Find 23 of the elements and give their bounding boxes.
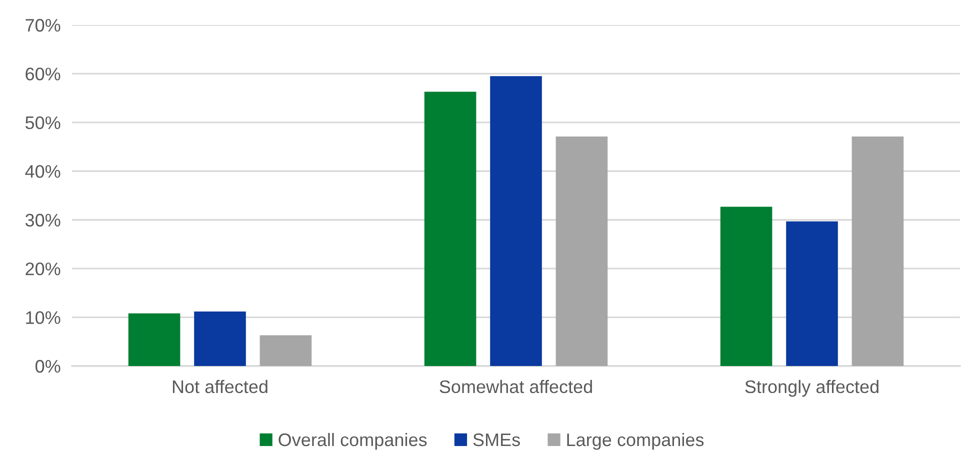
x-tick-label: Somewhat affected — [440, 380, 592, 394]
bar — [556, 136, 608, 366]
legend-label: Overall companies — [278, 432, 427, 450]
y-tick-label: 60% — [26, 68, 60, 80]
x-tick-label: Strongly affected — [745, 380, 878, 397]
bar — [194, 311, 246, 366]
bar — [720, 206, 772, 366]
bar — [260, 335, 312, 366]
y-tick-label: 70% — [26, 18, 60, 32]
bar — [852, 136, 904, 366]
legend-label: Large companies — [567, 432, 704, 450]
bar — [424, 92, 476, 366]
bar — [128, 313, 180, 366]
legend-label: SMEs — [473, 433, 520, 446]
x-tick-label: Not affected — [172, 380, 268, 394]
y-tick-label: 30% — [25, 214, 60, 227]
y-tick-label: 0% — [36, 360, 60, 373]
y-tick-label: 40% — [25, 165, 60, 178]
bar — [490, 76, 542, 366]
bar — [786, 221, 838, 366]
y-tick-label: 50% — [25, 116, 60, 130]
y-tick-label: 20% — [26, 262, 60, 276]
y-tick-label: 10% — [26, 311, 60, 324]
